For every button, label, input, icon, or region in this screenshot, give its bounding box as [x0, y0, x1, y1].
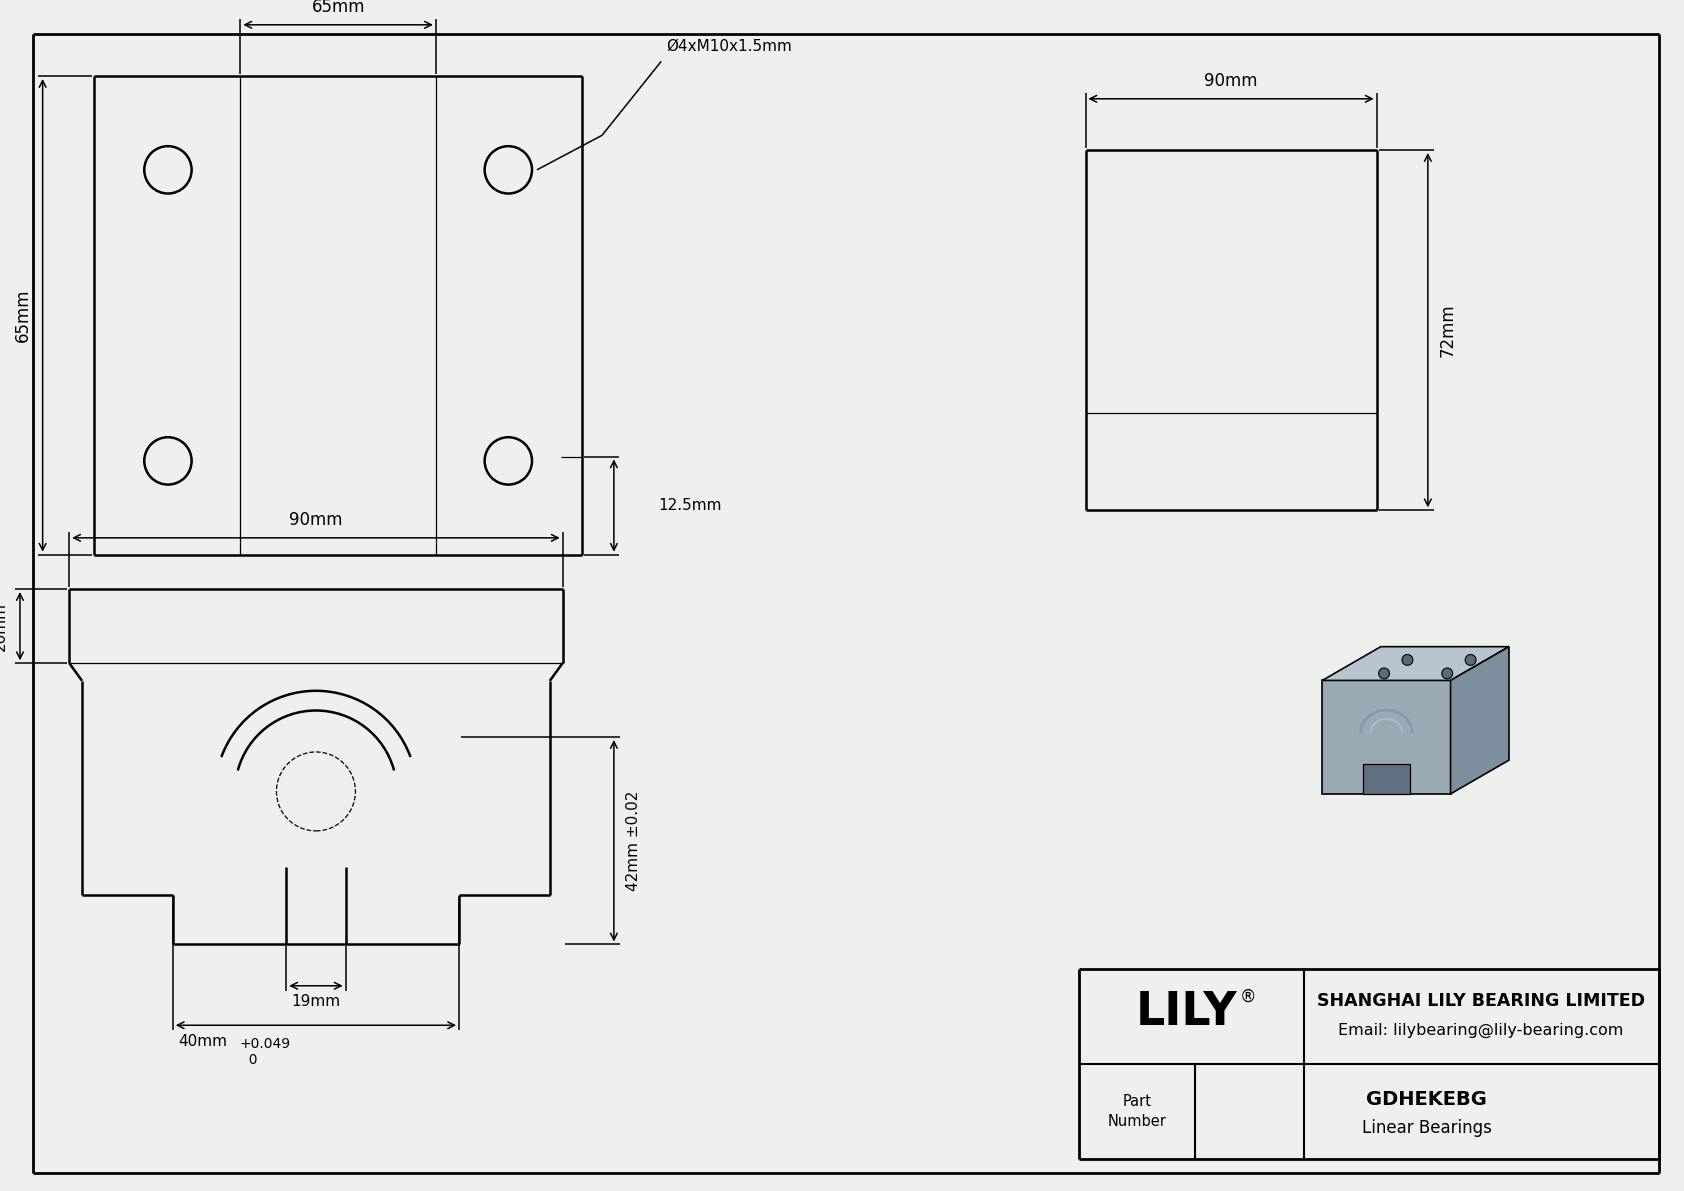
- Circle shape: [1403, 655, 1413, 666]
- Text: 65mm: 65mm: [13, 288, 32, 342]
- Polygon shape: [1362, 765, 1410, 794]
- Text: 90mm: 90mm: [1204, 71, 1258, 91]
- Text: Email: lilybearing@lily-bearing.com: Email: lilybearing@lily-bearing.com: [1339, 1023, 1623, 1039]
- Circle shape: [1442, 668, 1453, 679]
- Text: 19mm: 19mm: [291, 994, 340, 1009]
- Polygon shape: [1450, 647, 1509, 794]
- Text: Ø4xM10x1.5mm: Ø4xM10x1.5mm: [667, 38, 791, 54]
- Text: 40mm: 40mm: [179, 1034, 227, 1048]
- Text: 42mm ±0.02: 42mm ±0.02: [626, 791, 642, 891]
- Text: ®: ®: [1239, 987, 1256, 1006]
- Polygon shape: [1322, 680, 1450, 794]
- Text: 72mm: 72mm: [1438, 304, 1457, 357]
- Text: LILY: LILY: [1135, 990, 1238, 1035]
- Text: GDHEKEBG: GDHEKEBG: [1366, 1091, 1487, 1110]
- Text: Linear Bearings: Linear Bearings: [1362, 1118, 1492, 1136]
- Text: 90mm: 90mm: [290, 511, 342, 529]
- Text: +0.049
  0: +0.049 0: [239, 1037, 291, 1067]
- Polygon shape: [1322, 647, 1509, 680]
- Text: Part
Number: Part Number: [1108, 1095, 1167, 1129]
- Text: 12.5mm: 12.5mm: [658, 498, 722, 513]
- Circle shape: [1465, 655, 1475, 666]
- Circle shape: [1379, 668, 1389, 679]
- Text: SHANGHAI LILY BEARING LIMITED: SHANGHAI LILY BEARING LIMITED: [1317, 992, 1645, 1010]
- Text: 20mm: 20mm: [0, 601, 8, 650]
- Text: 65mm: 65mm: [312, 0, 365, 15]
